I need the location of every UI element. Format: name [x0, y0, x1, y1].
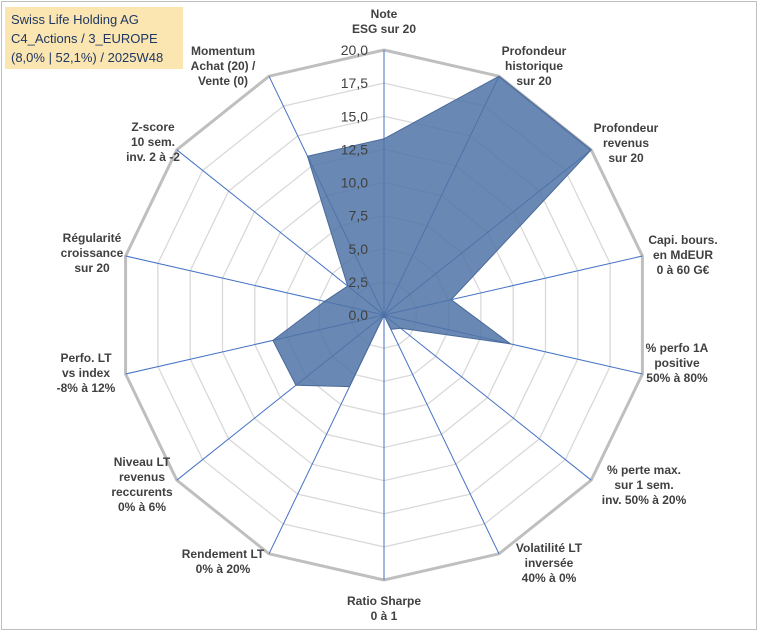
axis-label: Niveau LT revenus reccurents 0% à 6% — [111, 455, 173, 514]
tick-label: 15,0 — [341, 108, 368, 124]
axis-label: Profondeur historique sur 20 — [502, 44, 567, 88]
axis-label: Ratio Sharpe 0 à 1 — [347, 594, 421, 623]
axis-label: Rendement LT 0% à 20% — [182, 547, 265, 576]
tick-label: 10,0 — [341, 175, 368, 191]
tick-label: 5,0 — [349, 241, 369, 257]
axis-spoke — [383, 314, 500, 555]
tick-label: 0,0 — [349, 307, 369, 323]
series-area — [272, 75, 592, 388]
title-line-category: C4_Actions / 3_EUROPE — [11, 31, 158, 46]
tick-label: 7,5 — [349, 208, 369, 224]
axis-label: Régularité croissance sur 20 — [61, 231, 124, 275]
title-line-company: Swiss Life Holding AG — [11, 12, 139, 27]
axis-label: Momentum Achat (20) / Vente (0) — [191, 44, 256, 88]
tick-label: 12,5 — [341, 141, 368, 157]
radar-tick-labels: 0,0 2,5 5,0 7,5 10,0 12,5 15,0 17,5 20,0 — [341, 42, 368, 323]
axis-label: % perfo 1A positive 50% à 80% — [646, 341, 709, 385]
axis-label: Note ESG sur 20 — [352, 7, 416, 36]
axis-label: Volatilité LT inversée 40% à 0% — [516, 541, 583, 585]
chart-title-box: Swiss Life Holding AG C4_Actions / 3_EUR… — [5, 7, 183, 69]
radar-series — [272, 75, 592, 388]
axis-label: Perfo. LT vs index -8% à 12% — [57, 351, 116, 395]
axis-label: Z-score 10 sem. inv. 2 à -2 — [126, 120, 180, 164]
axis-spoke — [383, 314, 592, 481]
title-line-stats: (8,0% | 52,1%) / 2025W48 — [11, 50, 164, 65]
axis-label: Capi. bours. en MdEUR 0 à 60 G€ — [648, 233, 717, 277]
axis-label: % perte max. sur 1 sem. inv. 50% à 20% — [602, 463, 687, 507]
tick-label: 20,0 — [341, 42, 368, 58]
tick-label: 17,5 — [341, 75, 368, 91]
radar-axis-labels: Note ESG sur 20 Profondeur historique sur 20… — [57, 7, 718, 623]
axis-label: Profondeur revenus sur 20 — [594, 121, 659, 165]
tick-label: 2,5 — [349, 274, 369, 290]
